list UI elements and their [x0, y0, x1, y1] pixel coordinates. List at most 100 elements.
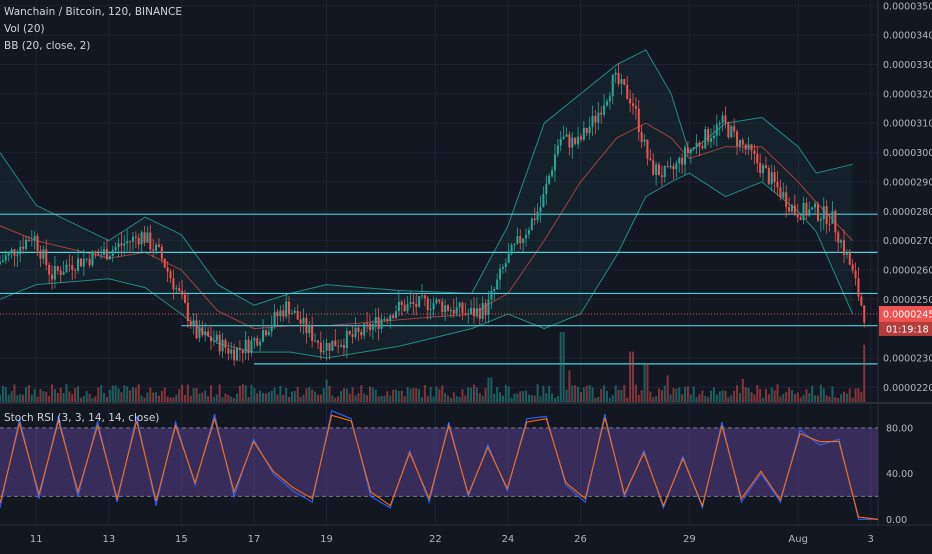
- volume-bar: [845, 393, 848, 402]
- candle-body: [753, 150, 756, 154]
- stoch-tick-label: 40.00: [886, 469, 913, 480]
- candle-body: [733, 126, 736, 132]
- volume-bar: [715, 394, 718, 402]
- volume-bar: [730, 395, 733, 402]
- volume-bar: [230, 396, 233, 402]
- volume-bar: [97, 387, 100, 402]
- volume-bar: [605, 390, 608, 402]
- volume-bar: [811, 385, 814, 402]
- volume-bar: [51, 384, 54, 402]
- volume-bar: [614, 385, 617, 402]
- candle-body: [441, 301, 444, 313]
- candle-body: [487, 299, 490, 315]
- candle-body: [854, 270, 857, 279]
- candle-body: [406, 303, 409, 312]
- candle-body: [710, 138, 713, 142]
- time-tick-label: 29: [683, 534, 696, 545]
- volume-bar: [62, 392, 65, 402]
- candle-body: [319, 342, 322, 353]
- volume-bar: [143, 397, 146, 402]
- candle-body: [160, 246, 163, 259]
- volume-bar: [640, 390, 643, 402]
- volume-bar: [643, 363, 646, 402]
- price-tick-label: 0.0000250: [883, 295, 932, 306]
- candle-body: [45, 249, 48, 265]
- volume-bar: [481, 395, 484, 402]
- candle-body: [371, 324, 374, 330]
- volume-bar: [727, 397, 730, 402]
- volume-bar: [738, 392, 741, 402]
- volume-bar: [582, 387, 585, 402]
- candle-body: [296, 310, 299, 320]
- candle-body: [712, 135, 715, 139]
- candle-body: [446, 305, 450, 311]
- volume-bar: [409, 388, 412, 402]
- volume-bar: [363, 393, 366, 402]
- candle-body: [672, 165, 675, 170]
- candle-body: [499, 268, 502, 280]
- candle-body: [366, 323, 369, 325]
- candle-body: [811, 207, 814, 210]
- volume-bar: [279, 385, 282, 402]
- volume-bar: [10, 391, 13, 402]
- volume-bar: [308, 386, 311, 402]
- candle-body: [409, 302, 412, 304]
- candle-body: [253, 338, 256, 341]
- volume-bar: [348, 393, 351, 402]
- candle-body: [660, 175, 663, 177]
- candle-body: [689, 149, 692, 154]
- volume-bar: [848, 388, 851, 402]
- candle-body: [146, 232, 149, 243]
- candle-body: [238, 348, 241, 350]
- volume-bar: [316, 394, 319, 402]
- volume-bar: [285, 387, 288, 402]
- volume-bar: [574, 385, 577, 402]
- candle-body: [559, 138, 562, 146]
- candle-body: [39, 250, 42, 259]
- time-tick-label: 11: [30, 534, 43, 545]
- volume-bar: [533, 395, 536, 402]
- candle-body: [747, 144, 750, 150]
- countdown-label: 01:19:18: [886, 324, 929, 335]
- candle-body: [663, 166, 666, 177]
- price-tick-label: 0.0000320: [883, 89, 932, 100]
- volume-bar: [568, 370, 571, 402]
- candle-body: [56, 266, 59, 271]
- volume-bar: [669, 394, 672, 402]
- volume-bar: [747, 387, 750, 402]
- candle-body: [279, 310, 282, 317]
- candle-body: [157, 244, 160, 247]
- candle-body: [501, 267, 504, 269]
- candle-body: [207, 331, 210, 337]
- candle-body: [299, 319, 302, 324]
- time-tick-label: 15: [175, 534, 188, 545]
- volume-bar: [77, 386, 80, 402]
- price-tick-label: 0.0000340: [883, 31, 932, 42]
- candle-body: [631, 103, 635, 107]
- candle-body: [496, 279, 499, 290]
- pair-legend: Wanchain / Bitcoin, 120, BINANCE: [4, 6, 183, 18]
- candle-body: [478, 308, 481, 319]
- candle-body: [814, 203, 817, 208]
- volume-bar: [429, 386, 432, 402]
- volume-bar: [718, 391, 721, 402]
- candle-body: [675, 163, 678, 170]
- candle-body: [802, 202, 805, 220]
- volume-bar: [475, 387, 478, 402]
- candle-body: [172, 278, 175, 290]
- volume-bar: [663, 385, 666, 402]
- volume-legend: Vol (20): [4, 23, 45, 35]
- volume-bar: [822, 388, 825, 402]
- candle-body: [530, 218, 533, 231]
- candle-body: [799, 217, 802, 220]
- volume-bar: [631, 351, 635, 402]
- candle-body: [244, 339, 247, 354]
- volume-bar: [840, 394, 843, 402]
- volume-bar: [293, 391, 296, 402]
- time-tick-label: 13: [102, 534, 115, 545]
- volume-bar: [259, 390, 262, 402]
- candle-body: [860, 296, 863, 306]
- candle-body: [715, 124, 718, 136]
